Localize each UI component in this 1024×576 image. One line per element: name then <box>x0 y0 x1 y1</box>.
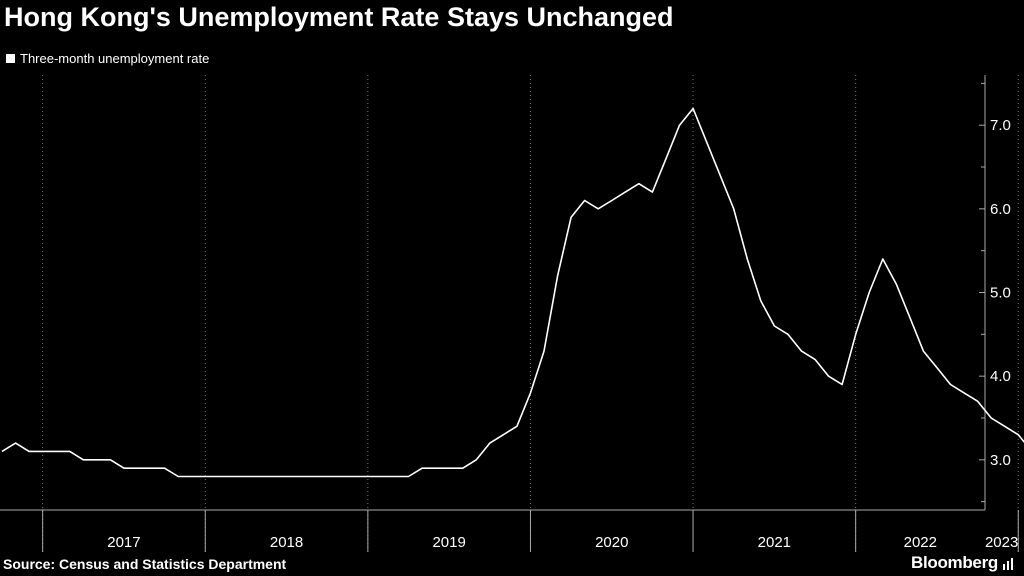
series-line-0 <box>1 107 1024 478</box>
bloomberg-chart-icon <box>1003 558 1013 570</box>
x-axis: 2017 2018 2019 2020 2021 2022 2023 <box>0 509 1019 552</box>
legend: Three-month unemployment rate <box>6 51 209 66</box>
legend-swatch <box>6 54 15 63</box>
x-tick-label-2023: 2023 <box>985 534 1018 551</box>
year-dividers <box>42 75 1019 552</box>
x-tick-label-2018: 2018 <box>270 534 303 551</box>
legend-label: Three-month unemployment rate <box>20 51 210 66</box>
x-tick-label-2021: 2021 <box>758 534 791 551</box>
x-tick-label-2019: 2019 <box>432 534 465 551</box>
y-tick-label-7.0: 7.0 <box>990 117 1011 134</box>
y-axis: 3.0 4.0 5.0 6.0 7.0 <box>979 75 1011 510</box>
series-layer <box>1 107 1024 478</box>
y-tick-label-4.0: 4.0 <box>990 368 1011 385</box>
x-tick-label-2017: 2017 <box>107 534 140 551</box>
y-tick-label-6.0: 6.0 <box>990 201 1011 218</box>
brand-logo: Bloomberg <box>910 553 998 572</box>
x-tick-label-2022: 2022 <box>904 534 937 551</box>
x-tick-label-2020: 2020 <box>595 534 628 551</box>
source-note: Source: Census and Statistics Department <box>3 556 287 572</box>
y-tick-label-3.0: 3.0 <box>990 452 1011 469</box>
y-tick-label-5.0: 5.0 <box>990 285 1011 302</box>
chart-title: Hong Kong's Unemployment Rate Stays Unch… <box>4 2 674 32</box>
